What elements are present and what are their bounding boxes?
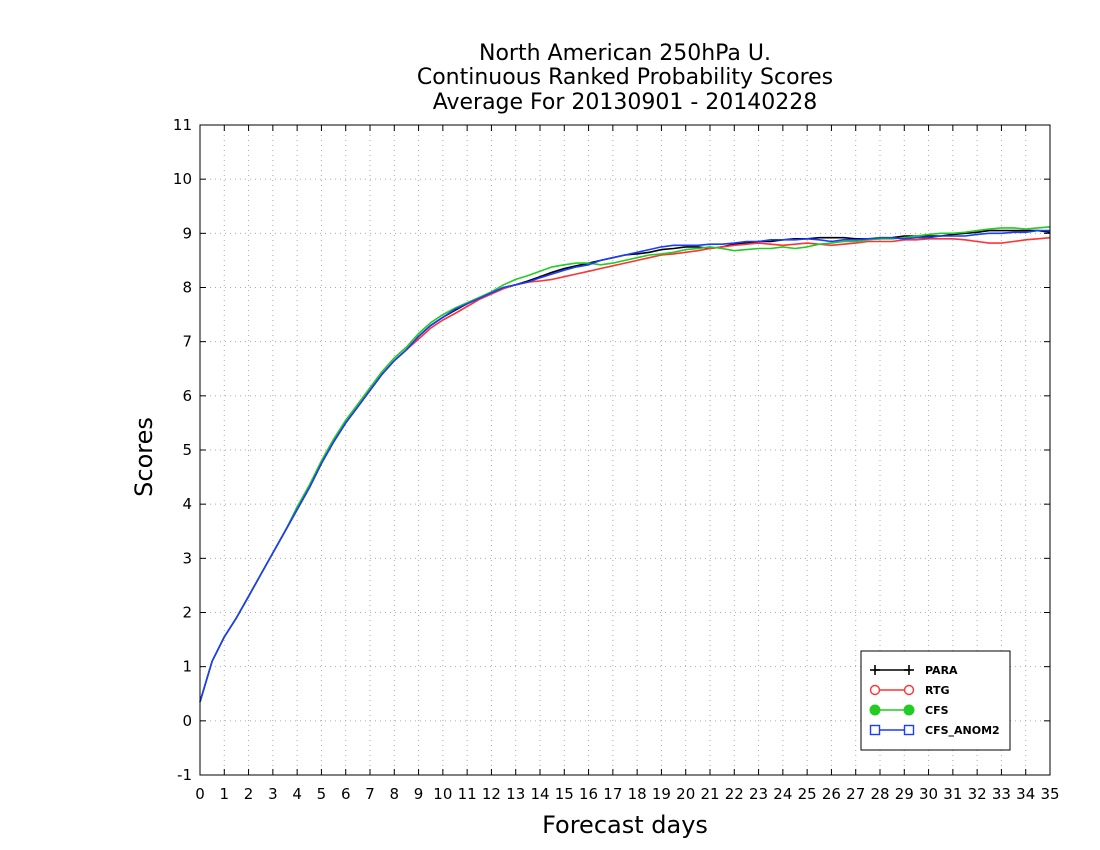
legend-box <box>860 650 1011 751</box>
x-tick-label: 21 <box>700 785 719 803</box>
y-tick-label: 2 <box>182 604 192 622</box>
y-tick-label: 5 <box>182 441 192 459</box>
legend-marker-cfs <box>903 704 915 716</box>
x-tick-label: 4 <box>292 785 302 803</box>
series-line-para <box>199 229 1051 703</box>
x-tick-label: 13 <box>506 785 525 803</box>
x-tick-label: 0 <box>195 785 205 803</box>
legend: PARA RTG CFS CFS_ANOM2 <box>860 650 1011 751</box>
chart-title-line-3: Average For 20130901 - 20140228 <box>433 90 818 115</box>
x-tick-label: 7 <box>365 785 375 803</box>
x-tick-label: 23 <box>749 785 768 803</box>
x-tick-label: 25 <box>798 785 817 803</box>
axis-ticks: 0 1 2 3 4 5 6 7 8 9 10 11 12 13 14 15 16 17 18 19 20 21 22 23 24… <box>173 116 1060 803</box>
y-tick-label: 7 <box>182 333 192 351</box>
legend-marker-cfs-anom2 <box>903 724 915 736</box>
x-tick-label: 5 <box>317 785 327 803</box>
x-tick-label: 17 <box>603 785 622 803</box>
y-tick-label: 8 <box>182 279 192 297</box>
x-tick-label: 27 <box>846 785 865 803</box>
x-tick-label: 12 <box>482 785 501 803</box>
x-tick-label: 14 <box>530 785 549 803</box>
x-tick-label: 2 <box>244 785 254 803</box>
y-tick-label: 3 <box>182 549 192 567</box>
y-tick-label: 1 <box>182 658 192 676</box>
x-tick-label: 22 <box>725 785 744 803</box>
x-tick-label: 19 <box>652 785 671 803</box>
grid-lines <box>200 125 1050 775</box>
x-tick-label: 28 <box>870 785 889 803</box>
y-axis-label: Scores <box>130 417 158 497</box>
x-tick-label: 1 <box>220 785 230 803</box>
chart-title-line-2: Continuous Ranked Probability Scores <box>417 65 833 90</box>
legend-marker-rtg <box>903 684 915 696</box>
x-tick-label: 32 <box>968 785 987 803</box>
x-tick-label: 15 <box>555 785 574 803</box>
x-tick-label: 9 <box>414 785 424 803</box>
legend-marker-cfs-anom2 <box>869 724 881 736</box>
y-tick-label: 4 <box>182 495 192 513</box>
chart-title: North American 250hPa U. Continuous Rank… <box>417 41 833 115</box>
y-tick-label: 10 <box>173 170 192 188</box>
x-tick-label: 26 <box>822 785 841 803</box>
series-lines <box>199 226 1051 703</box>
x-tick-label: 20 <box>676 785 695 803</box>
series-line-cfs <box>199 226 1051 703</box>
x-tick-label: 24 <box>773 785 792 803</box>
y-tick-label: 11 <box>173 116 192 134</box>
legend-label-cfs-anom2: CFS_ANOM2 <box>925 724 1000 737</box>
x-tick-label: 3 <box>268 785 278 803</box>
x-tick-label: 10 <box>433 785 452 803</box>
x-tick-label: 8 <box>390 785 400 803</box>
x-tick-label: 11 <box>458 785 477 803</box>
x-tick-label: 33 <box>992 785 1011 803</box>
legend-marker-cfs <box>869 704 881 716</box>
x-tick-label: 35 <box>1040 785 1059 803</box>
x-tick-label: 30 <box>919 785 938 803</box>
y-tick-label: 9 <box>182 224 192 242</box>
legend-label-cfs: CFS <box>925 704 949 717</box>
x-tick-label: 18 <box>628 785 647 803</box>
x-tick-label: 16 <box>579 785 598 803</box>
x-tick-label: 31 <box>943 785 962 803</box>
x-tick-label: 29 <box>895 785 914 803</box>
x-tick-label: 34 <box>1016 785 1035 803</box>
y-tick-label: -1 <box>177 766 192 784</box>
y-tick-label: 0 <box>182 712 192 730</box>
x-tick-label: 6 <box>341 785 351 803</box>
y-tick-label: 6 <box>182 387 192 405</box>
legend-label-rtg: RTG <box>925 684 950 697</box>
series-line-cfs-anom2 <box>199 229 1050 703</box>
legend-marker-rtg <box>869 684 881 696</box>
x-axis-label: Forecast days <box>542 811 708 839</box>
series-line-rtg <box>199 236 1051 703</box>
chart-title-line-1: North American 250hPa U. <box>479 41 771 66</box>
legend-label-para: PARA <box>925 664 958 677</box>
